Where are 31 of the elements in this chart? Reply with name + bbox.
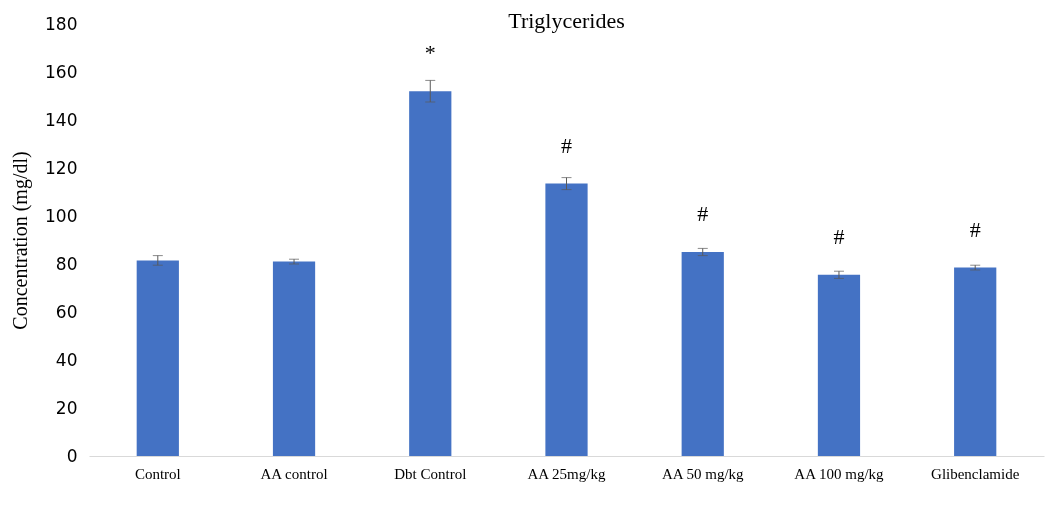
y-tick-label: 120	[45, 157, 78, 178]
y-tick-label: 140	[45, 109, 78, 130]
bar	[136, 260, 179, 456]
x-tick-label: AA 25mg/kg	[527, 465, 606, 482]
x-tick-label: Glibenclamide	[931, 465, 1020, 482]
y-tick-label: 100	[45, 205, 78, 226]
annotation: #	[561, 132, 572, 158]
y-tick-label: 40	[55, 349, 78, 370]
bar	[817, 274, 861, 456]
y-tick-label: 80	[55, 253, 78, 274]
x-tick-label: Control	[134, 465, 181, 482]
y-axis-title: Concentration (mg/dl)	[9, 151, 33, 330]
y-tick-label: 60	[55, 301, 78, 322]
annotation: #	[969, 216, 981, 242]
bar	[409, 91, 452, 456]
x-tick-label: AA 100 mg/kg	[794, 465, 885, 482]
y-tick-label: 20	[55, 397, 78, 418]
bar	[954, 267, 997, 456]
y-tick-label: 0	[66, 445, 78, 466]
chart-title: Triglycerides	[508, 8, 625, 33]
x-tick-label: AA control	[260, 465, 328, 482]
annotation: *	[424, 40, 436, 66]
y-tick-label: 180	[45, 13, 78, 34]
y-tick-label: 160	[45, 61, 78, 82]
annotation: #	[697, 201, 709, 226]
bar	[545, 183, 588, 456]
x-tick-label: AA 50 mg/kg	[661, 465, 745, 482]
annotation: #	[833, 223, 845, 249]
bar	[272, 261, 316, 456]
bar	[681, 252, 724, 456]
x-tick-label: Dbt Control	[394, 465, 467, 482]
